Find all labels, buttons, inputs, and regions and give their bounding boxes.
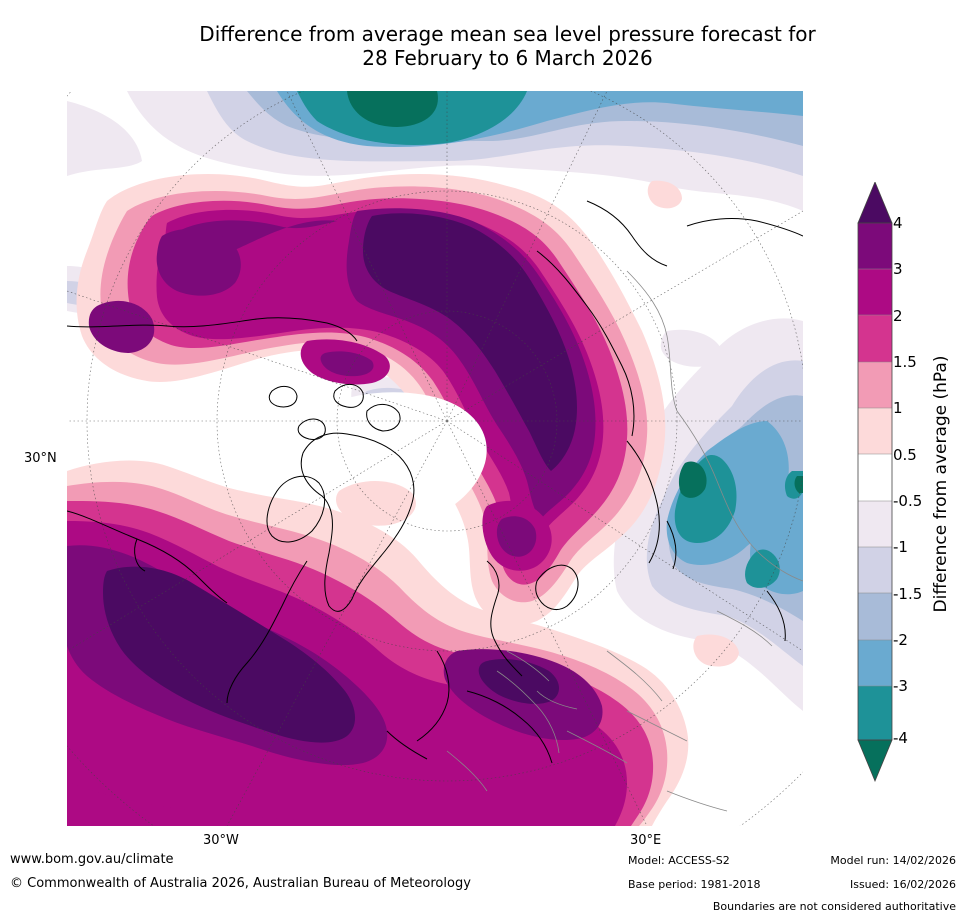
colorbar-extend-low	[857, 739, 893, 783]
colorbar-band	[858, 547, 892, 593]
colorbar	[855, 180, 895, 783]
colorbar-band	[858, 408, 892, 454]
colorbar-band	[858, 501, 892, 547]
lon-label-30e: 30°E	[630, 833, 662, 848]
website-link[interactable]: www.bom.gov.au/climate	[10, 852, 174, 867]
colorbar-tick: 1.5	[893, 353, 917, 371]
graticule	[67, 91, 803, 826]
colorbar-tick: -1	[893, 538, 908, 556]
coastlines	[67, 200, 803, 764]
colorbar-band	[858, 315, 892, 362]
colorbar-band	[858, 269, 892, 315]
copyright-text: © Commonwealth of Australia 2026, Austra…	[10, 876, 471, 891]
positive-anomaly-atlantic	[67, 460, 689, 826]
base-period-text: Base period: 1981-2018	[628, 878, 761, 891]
colorbar-tick: 3	[893, 260, 903, 278]
colorbar-tick: 0.5	[893, 446, 917, 464]
colorbar-band	[858, 362, 892, 408]
disclaimer-text: Boundaries are not considered authoritat…	[712, 900, 956, 913]
pressure-anomaly-map	[67, 91, 803, 826]
title-line-1: Difference from average mean sea level p…	[199, 22, 816, 46]
colorbar-band	[858, 593, 892, 640]
issued-text: Issued: 16/02/2026	[849, 878, 956, 891]
colorbar-tick: -1.5	[893, 585, 923, 603]
colorbar-band	[858, 640, 892, 686]
colorbar-title: Difference from average (hPa)	[931, 355, 951, 613]
lat-label-30n: 30°N	[24, 451, 57, 466]
colorbar-tick: -4	[893, 729, 908, 747]
borders	[446, 270, 803, 812]
title-line-2: 28 February to 6 March 2026	[362, 46, 653, 70]
colorbar-tick: 2	[893, 307, 903, 325]
map-svg	[67, 91, 803, 826]
colorbar-band	[858, 454, 892, 501]
colorbar-tick: 4	[893, 214, 903, 232]
model-text: Model: ACCESS-S2	[628, 854, 730, 867]
colorbar-extend-high	[857, 180, 893, 224]
colorbar-tick: 1	[893, 399, 903, 417]
colorbar-tick: -3	[893, 677, 908, 695]
map-title: Difference from average mean sea level p…	[140, 22, 875, 70]
model-run-text: Model run: 14/02/2026	[830, 854, 956, 867]
colorbar-band	[858, 223, 892, 269]
positive-anomaly-small	[647, 180, 682, 209]
lon-label-30w: 30°W	[203, 833, 239, 848]
colorbar-tick: -2	[893, 631, 908, 649]
positive-anomaly-small-2	[693, 634, 739, 667]
negative-anomaly-north	[127, 91, 803, 211]
neutral-arctic-core	[296, 392, 487, 535]
colorbar-tick: -0.5	[893, 492, 923, 510]
colorbar-band	[858, 686, 892, 740]
